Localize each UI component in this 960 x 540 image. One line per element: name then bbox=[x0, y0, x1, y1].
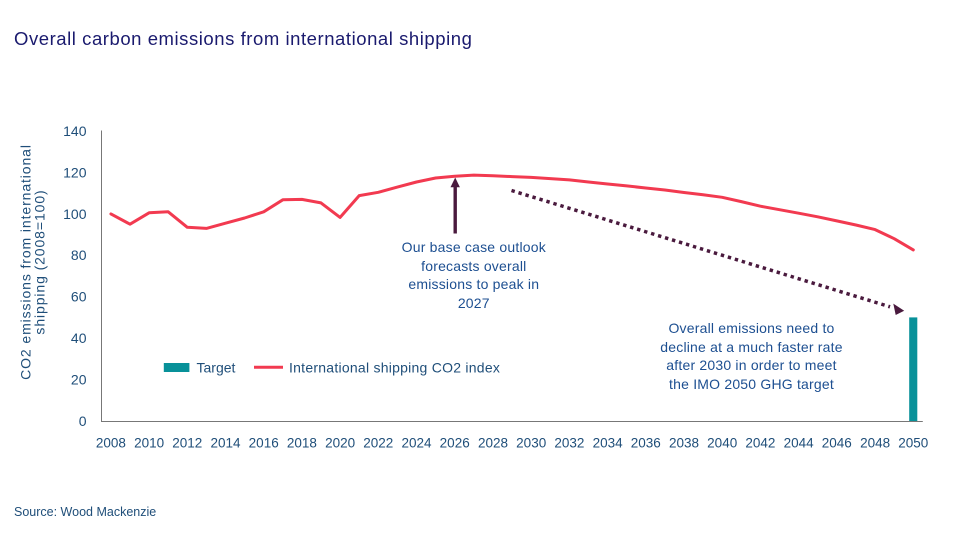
svg-text:2038: 2038 bbox=[669, 436, 699, 451]
svg-text:2048: 2048 bbox=[860, 436, 890, 451]
svg-text:2028: 2028 bbox=[478, 436, 508, 451]
svg-text:80: 80 bbox=[71, 247, 87, 263]
svg-text:2042: 2042 bbox=[745, 436, 775, 451]
svg-text:2014: 2014 bbox=[210, 436, 241, 451]
svg-text:2044: 2044 bbox=[784, 436, 815, 451]
svg-text:2036: 2036 bbox=[631, 436, 661, 451]
svg-text:120: 120 bbox=[63, 164, 87, 180]
svg-text:2046: 2046 bbox=[822, 436, 852, 451]
svg-text:2020: 2020 bbox=[325, 436, 355, 451]
svg-text:2034: 2034 bbox=[593, 436, 624, 451]
svg-text:2012: 2012 bbox=[172, 436, 202, 451]
svg-text:2010: 2010 bbox=[134, 436, 164, 451]
svg-text:2040: 2040 bbox=[707, 436, 737, 451]
svg-text:2030: 2030 bbox=[516, 436, 546, 451]
svg-text:2022: 2022 bbox=[363, 436, 393, 451]
svg-text:140: 140 bbox=[63, 123, 87, 139]
svg-text:2026: 2026 bbox=[440, 436, 470, 451]
svg-text:Target: Target bbox=[197, 359, 236, 375]
svg-text:2016: 2016 bbox=[249, 436, 279, 451]
svg-text:2018: 2018 bbox=[287, 436, 317, 451]
svg-text:2032: 2032 bbox=[554, 436, 584, 451]
svg-text:100: 100 bbox=[63, 206, 87, 222]
svg-text:2008: 2008 bbox=[96, 436, 126, 451]
svg-text:40: 40 bbox=[71, 330, 87, 346]
svg-text:2024: 2024 bbox=[401, 436, 432, 451]
svg-text:International shipping CO2 ind: International shipping CO2 index bbox=[289, 359, 500, 375]
svg-text:0: 0 bbox=[79, 413, 87, 429]
svg-text:20: 20 bbox=[71, 372, 87, 388]
svg-text:2050: 2050 bbox=[898, 436, 928, 451]
svg-text:60: 60 bbox=[71, 289, 87, 305]
